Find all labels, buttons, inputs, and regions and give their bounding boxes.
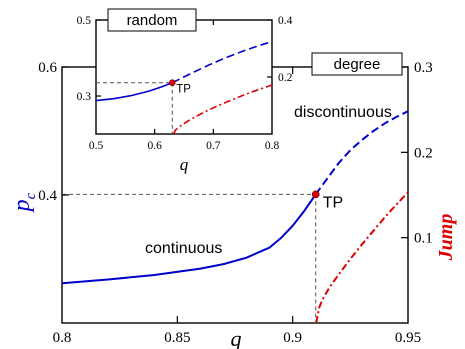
- pc-curve-solid: [61, 193, 317, 285]
- inset-tp-guides: [96, 82, 173, 134]
- y-right-tick-label: 0.1: [414, 231, 433, 247]
- jump-label: Jump: [435, 214, 457, 262]
- x-tick-label: 0.5: [89, 140, 104, 152]
- tp-label: TP: [176, 84, 191, 96]
- x-tick-label: 0.95: [395, 330, 421, 346]
- discontinuous-annotation: discontinuous: [294, 104, 392, 121]
- main-tp-guides: [62, 193, 317, 323]
- tp-label: TP: [323, 194, 343, 211]
- x-tick-label: 0.85: [164, 330, 190, 346]
- jump-curve-dashdot: [172, 84, 273, 135]
- y-left-tick-label: 0.5: [77, 15, 92, 27]
- random-box: [107, 8, 197, 32]
- y-right-tick-label: 0.2: [414, 145, 433, 161]
- inset-panel: 0.5 0.6 0.7 0.8 0.3 0.5 0.2 0.4 TP random q: [77, 8, 293, 174]
- pc-subscript: c: [23, 192, 39, 199]
- svg-text:pc: pc: [9, 192, 39, 213]
- x-tick-label: 0.8: [53, 330, 72, 346]
- degree-box: [311, 52, 403, 76]
- x-tick-label: 0.7: [206, 140, 221, 152]
- x-tick-label: 0.6: [147, 140, 162, 152]
- y-left-tick-label: 0.3: [77, 91, 92, 103]
- y-right-tick-label: 0.2: [278, 72, 293, 84]
- tp-marker: [311, 190, 320, 199]
- degree-box-label: degree: [334, 56, 381, 73]
- main-y-axis-left-label: pc: [9, 192, 39, 213]
- x-tick-label: 0.9: [283, 330, 302, 346]
- y-right-tick-label: 0.4: [278, 15, 293, 27]
- main-tp-marker-group: TP: [311, 190, 343, 211]
- pc-symbol: p: [9, 199, 35, 213]
- inset-series-lines: [95, 40, 273, 135]
- y-left-tick-label: 0.4: [38, 188, 57, 204]
- inset-tp-marker-group: TP: [168, 79, 191, 96]
- y-right-tick-label: 0.3: [414, 60, 433, 76]
- pc-curve-solid: [95, 81, 173, 102]
- y-left-tick-label: 0.6: [38, 60, 57, 76]
- main-axis-ticks: 0.8 0.85 0.9 0.95 0.4 0.6 0.1 0.2 0.3: [38, 60, 433, 346]
- pc-curve-dashed: [171, 40, 273, 84]
- main-y-axis-right-label: Jump: [435, 214, 457, 262]
- jump-curve-dashdot: [315, 191, 409, 324]
- main-panel: 0.8 0.85 0.9 0.95 0.4 0.6 0.1 0.2 0.3 TP continu…: [9, 52, 457, 349]
- continuous-annotation: continuous: [145, 240, 222, 257]
- tp-marker: [168, 79, 176, 86]
- main-series-lines: [61, 110, 409, 324]
- random-box-label: random: [127, 12, 178, 29]
- main-x-axis-label: q: [231, 326, 242, 349]
- inset-x-axis-label: q: [180, 155, 189, 174]
- inset-axis-ticks: 0.5 0.6 0.7 0.8 0.3 0.5 0.2 0.4: [77, 15, 293, 152]
- pc-curve-dashed: [314, 110, 409, 195]
- x-tick-label: 0.8: [265, 140, 280, 152]
